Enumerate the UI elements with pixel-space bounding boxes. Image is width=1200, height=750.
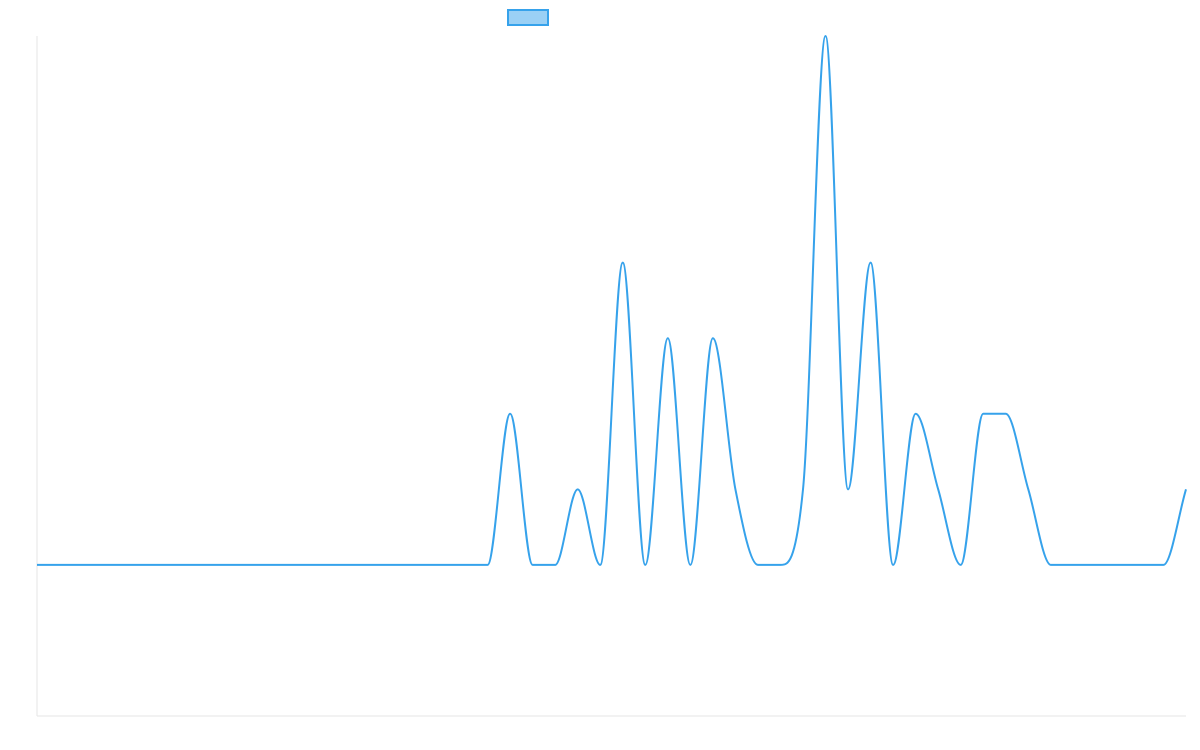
data-point-50[interactable] xyxy=(1160,562,1166,568)
data-point-6[interactable] xyxy=(169,562,175,568)
series-layer xyxy=(36,34,1187,566)
data-point-0[interactable] xyxy=(34,562,40,568)
data-point-14[interactable] xyxy=(349,562,355,568)
data-point-38[interactable] xyxy=(890,562,896,568)
data-point-12[interactable] xyxy=(304,562,310,568)
data-point-22[interactable] xyxy=(530,562,536,568)
data-point-23[interactable] xyxy=(552,562,558,568)
data-point-36[interactable] xyxy=(845,486,851,492)
legend[interactable] xyxy=(507,9,549,26)
data-point-41[interactable] xyxy=(958,562,964,568)
data-point-17[interactable] xyxy=(417,562,423,568)
data-point-5[interactable] xyxy=(147,562,153,568)
data-point-51[interactable] xyxy=(1183,486,1189,492)
data-point-28[interactable] xyxy=(665,335,671,341)
data-point-11[interactable] xyxy=(282,562,288,568)
data-point-4[interactable] xyxy=(124,562,130,568)
axes xyxy=(36,36,1186,717)
data-point-15[interactable] xyxy=(372,562,378,568)
data-point-49[interactable] xyxy=(1138,562,1144,568)
data-point-42[interactable] xyxy=(980,411,986,417)
data-point-9[interactable] xyxy=(237,562,243,568)
data-point-26[interactable] xyxy=(620,260,626,266)
data-point-25[interactable] xyxy=(597,562,603,568)
legend-swatch-series-1[interactable] xyxy=(507,9,549,26)
data-point-1[interactable] xyxy=(57,562,63,568)
data-point-37[interactable] xyxy=(868,260,874,266)
data-point-7[interactable] xyxy=(192,562,198,568)
data-point-30[interactable] xyxy=(710,335,716,341)
data-point-2[interactable] xyxy=(79,562,85,568)
series-line-1 xyxy=(36,34,1187,566)
data-point-21[interactable] xyxy=(507,411,513,417)
data-point-40[interactable] xyxy=(935,486,941,492)
data-point-43[interactable] xyxy=(1003,411,1009,417)
data-point-3[interactable] xyxy=(102,562,108,568)
data-point-39[interactable] xyxy=(913,411,919,417)
data-point-44[interactable] xyxy=(1025,486,1031,492)
data-point-19[interactable] xyxy=(462,562,468,568)
data-point-24[interactable] xyxy=(575,486,581,492)
data-point-47[interactable] xyxy=(1093,562,1099,568)
data-point-29[interactable] xyxy=(687,562,693,568)
data-point-18[interactable] xyxy=(440,562,446,568)
data-point-20[interactable] xyxy=(485,562,491,568)
data-point-10[interactable] xyxy=(259,562,265,568)
data-point-16[interactable] xyxy=(394,562,400,568)
data-point-32[interactable] xyxy=(755,562,761,568)
data-point-34[interactable] xyxy=(800,486,806,492)
data-point-31[interactable] xyxy=(732,486,738,492)
data-point-8[interactable] xyxy=(214,562,220,568)
data-point-33[interactable] xyxy=(777,562,783,568)
data-point-35[interactable] xyxy=(823,33,829,39)
data-point-48[interactable] xyxy=(1115,562,1121,568)
data-point-27[interactable] xyxy=(642,562,648,568)
data-points xyxy=(34,33,1189,568)
data-point-46[interactable] xyxy=(1070,562,1076,568)
data-point-45[interactable] xyxy=(1048,562,1054,568)
data-point-13[interactable] xyxy=(327,562,333,568)
